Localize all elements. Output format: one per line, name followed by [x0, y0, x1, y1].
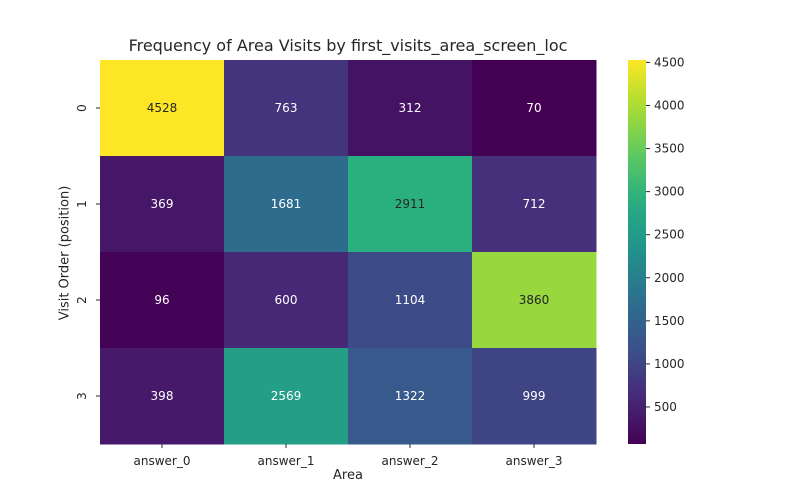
- x-tick-label: answer_0: [134, 454, 191, 468]
- colorbar-tick-label: 2500: [654, 228, 685, 242]
- colorbar-tick-label: 1000: [654, 357, 685, 371]
- colorbar-tick-label: 3000: [654, 185, 685, 199]
- heatmap-cell: [224, 252, 349, 349]
- heatmap-cell: [100, 156, 225, 253]
- x-tick-label: answer_3: [506, 454, 563, 468]
- colorbar-tick-label: 1500: [654, 314, 685, 328]
- cell-value-label: 712: [523, 197, 546, 211]
- y-tick-label: 0: [75, 104, 89, 112]
- heatmap-cell: [224, 156, 349, 253]
- cell-value-label: 312: [399, 101, 422, 115]
- cell-value-label: 3860: [519, 293, 550, 307]
- heatmap-cell: [472, 60, 597, 157]
- x-axis-label: Area: [333, 468, 363, 483]
- heatmap-cell: [100, 252, 225, 349]
- y-tick-label: 3: [75, 392, 89, 400]
- x-tick-label: answer_2: [382, 454, 439, 468]
- y-tick-label: 1: [75, 200, 89, 208]
- cell-value-label: 1322: [395, 389, 426, 403]
- cell-value-label: 600: [275, 293, 298, 307]
- heatmap-cell: [100, 60, 225, 157]
- y-tick-label: 2: [75, 296, 89, 304]
- cell-value-label: 4528: [147, 101, 178, 115]
- heatmap-cell: [348, 60, 473, 157]
- cell-value-label: 398: [151, 389, 174, 403]
- heatmap-cell: [472, 156, 597, 253]
- cell-value-label: 2911: [395, 197, 426, 211]
- heatmap-cell: [348, 252, 473, 349]
- colorbar-tick-label: 500: [654, 400, 677, 414]
- heatmap-cell: [224, 348, 349, 445]
- x-tick-label: answer_1: [258, 454, 315, 468]
- heatmap-cell: [224, 60, 349, 157]
- heatmap-cell: [348, 348, 473, 445]
- cell-value-label: 2569: [271, 389, 302, 403]
- cell-value-label: 1104: [395, 293, 426, 307]
- heatmap-cell: [100, 348, 225, 445]
- cell-value-label: 70: [526, 101, 541, 115]
- cell-value-label: 369: [151, 197, 174, 211]
- colorbar: [628, 60, 646, 444]
- colorbar-tick-label: 2000: [654, 271, 685, 285]
- colorbar-tick-label: 3500: [654, 142, 685, 156]
- colorbar-tick-label: 4000: [654, 98, 685, 112]
- chart-title: Frequency of Area Visits by first_visits…: [128, 36, 568, 55]
- cell-value-label: 96: [154, 293, 169, 307]
- heatmap-cell: [472, 348, 597, 445]
- cell-value-label: 1681: [271, 197, 302, 211]
- cell-value-label: 999: [523, 389, 546, 403]
- heatmap-cell: [472, 252, 597, 349]
- colorbar-tick-label: 4500: [654, 55, 685, 69]
- cell-value-label: 763: [275, 101, 298, 115]
- heatmap-cell: [348, 156, 473, 253]
